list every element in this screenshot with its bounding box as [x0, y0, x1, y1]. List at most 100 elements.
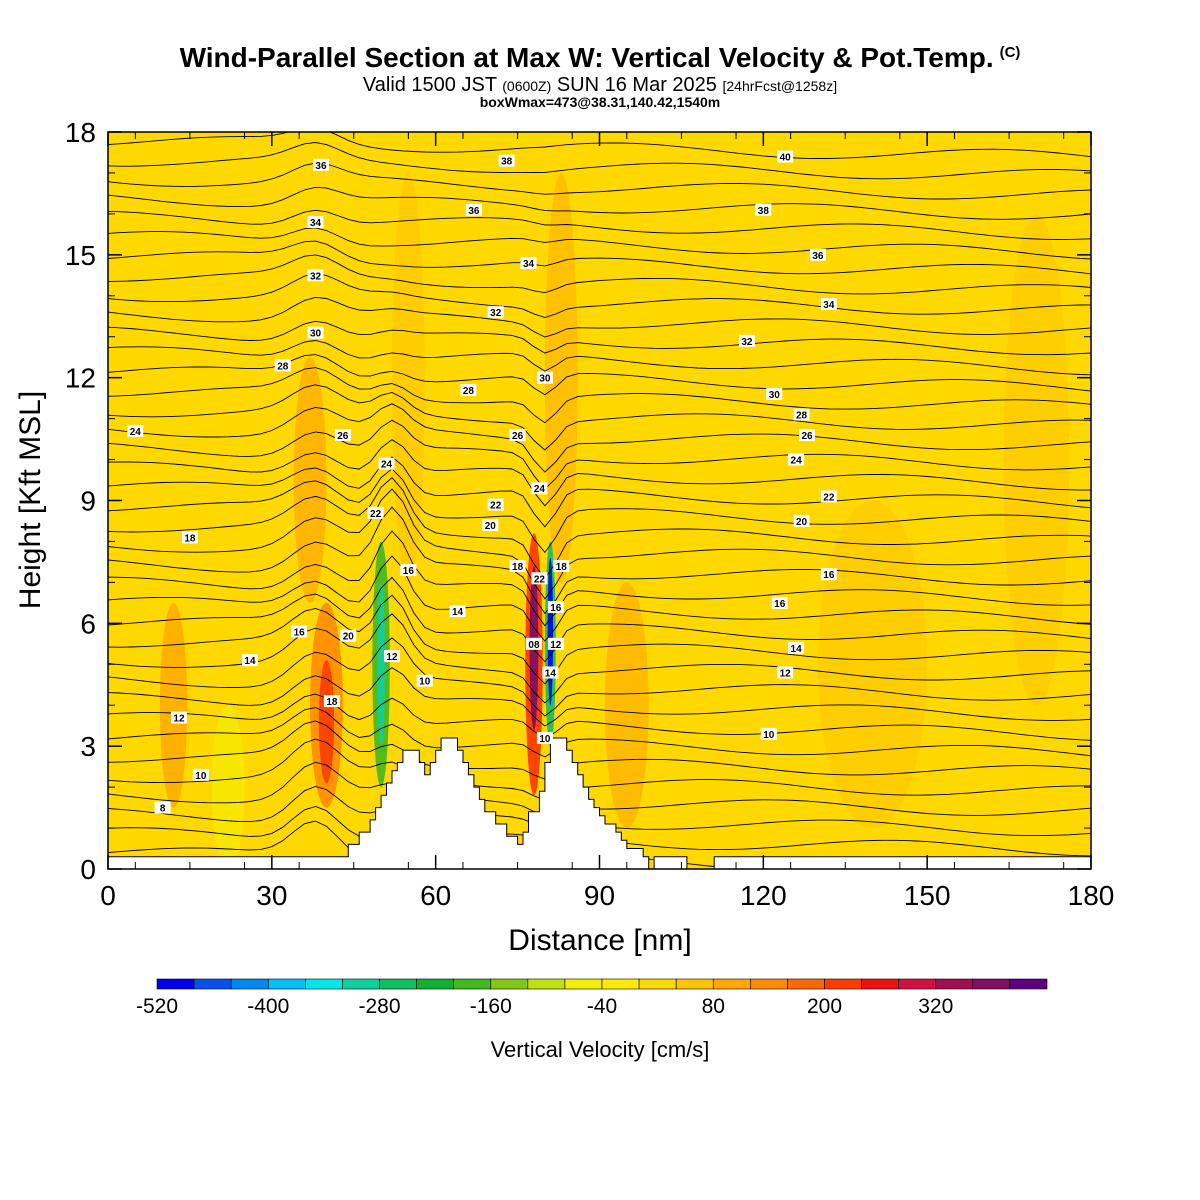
svg-text:10: 10 — [763, 730, 775, 741]
svg-text:12: 12 — [173, 714, 185, 725]
svg-text:34: 34 — [823, 300, 835, 311]
colorbar-swatch — [267, 978, 306, 990]
y-axis-label: Height [Kft MSL] — [14, 391, 47, 609]
contour-label: 08 — [525, 637, 542, 651]
svg-text:12: 12 — [386, 652, 398, 663]
colorbar-swatch — [638, 978, 677, 990]
contour-label: 24 — [531, 482, 548, 495]
colorbar-swatch — [193, 978, 232, 990]
svg-text:22: 22 — [490, 501, 502, 512]
svg-text:20: 20 — [485, 521, 497, 532]
vertical-velocity-field — [108, 132, 1091, 869]
svg-text:10: 10 — [539, 734, 551, 745]
x-tick-label: 150 — [904, 880, 951, 911]
svg-text:20: 20 — [796, 517, 808, 528]
svg-text:32: 32 — [490, 308, 502, 319]
contour-label: 18 — [323, 695, 340, 708]
chart-subtitle: Valid 1500 JST (0600Z) SUN 16 Mar 2025 [… — [362, 74, 838, 96]
colorbar-swatch — [305, 978, 343, 990]
colorbar-swatch — [490, 978, 529, 990]
svg-text:10: 10 — [419, 677, 431, 688]
colorbar-tick-label: 320 — [918, 995, 953, 1018]
colorbar-tick-label: -40 — [587, 995, 617, 1018]
svg-text:26: 26 — [801, 431, 813, 442]
contour-label: 16 — [291, 625, 308, 639]
svg-text:16: 16 — [403, 566, 415, 577]
svg-text:22: 22 — [370, 509, 382, 520]
svg-text:28: 28 — [463, 386, 475, 397]
x-tick-label: 60 — [420, 880, 451, 911]
contour-label: 10 — [760, 727, 777, 741]
svg-text:18: 18 — [556, 562, 568, 573]
contour-label: 18 — [553, 560, 570, 573]
contour-label: 12 — [777, 666, 794, 679]
terrain — [108, 737, 1091, 869]
contour-label: 26 — [509, 428, 526, 442]
svg-text:26: 26 — [337, 431, 349, 442]
contour-label: 32 — [307, 269, 324, 282]
contour-label: 28 — [274, 359, 291, 372]
contour-labels: 8 10 12 14 16 18 20 22 24 26 28 30 32 34 36 24 18 16 12 10 1… — [127, 150, 837, 815]
contour-label: 38 — [498, 154, 515, 168]
svg-text:16: 16 — [294, 628, 306, 639]
colorbar-swatch — [601, 978, 640, 990]
svg-text:12: 12 — [550, 640, 562, 651]
colorbar-swatch — [230, 978, 269, 990]
contour-label: 16 — [547, 600, 564, 614]
svg-text:26: 26 — [512, 431, 524, 442]
copyright-mark: (C) — [999, 43, 1021, 61]
contour-label: 10 — [192, 768, 209, 782]
svg-text:12: 12 — [780, 668, 792, 679]
boxwmax-annotation: boxWmax=473@38.31,140.42,1540m — [479, 94, 721, 110]
colorbar-label: Vertical Velocity [cm/s] — [491, 1037, 710, 1062]
contour-label: 36 — [809, 248, 826, 262]
contour-label: 30 — [307, 326, 324, 340]
contour-label: 24 — [127, 424, 144, 438]
colorbar-swatch — [898, 978, 937, 990]
contour-label: 22 — [487, 498, 504, 512]
colorbar-swatch — [527, 978, 566, 990]
colorbar-tick-label: -520 — [136, 995, 178, 1018]
contour-label: 16 — [400, 564, 417, 577]
contour-label: 22 — [820, 490, 837, 503]
colorbar-tick-label: -280 — [358, 995, 400, 1018]
contour-label: 34 — [520, 257, 537, 270]
contour-label: 20 — [340, 629, 357, 643]
svg-text:22: 22 — [534, 574, 546, 585]
colorbar-swatch — [342, 978, 380, 990]
svg-text:32: 32 — [741, 337, 753, 348]
svg-text:36: 36 — [468, 206, 480, 217]
contour-label: 36 — [465, 203, 482, 217]
contour-label: 34 — [307, 216, 324, 229]
svg-text:18: 18 — [326, 697, 338, 708]
contour-label: 24 — [788, 453, 805, 467]
contour-label: 10 — [536, 731, 553, 745]
svg-text:08: 08 — [528, 640, 540, 651]
svg-text:38: 38 — [501, 157, 513, 168]
contour-label: 14 — [241, 654, 258, 667]
svg-text:14: 14 — [791, 644, 803, 655]
svg-text:18: 18 — [184, 533, 196, 544]
svg-text:30: 30 — [539, 374, 551, 385]
svg-text:34: 34 — [310, 218, 322, 229]
contour-label: 40 — [777, 150, 794, 164]
contour-label: 14 — [449, 605, 466, 618]
colorbar-swatch — [379, 978, 417, 990]
x-tick-label: 0 — [100, 880, 116, 911]
colorbar-swatch — [1009, 978, 1048, 990]
contour-label: 12 — [383, 650, 400, 663]
contour-label: 30 — [536, 371, 553, 385]
contour-label: 26 — [334, 428, 351, 442]
colorbar-swatch — [861, 978, 899, 990]
contour-label: 36 — [312, 158, 329, 172]
colorbar-swatch — [416, 978, 454, 990]
chart-title: Wind-Parallel Section at Max W: Vertical… — [179, 42, 1021, 73]
svg-text:40: 40 — [780, 153, 792, 164]
contour-label: 22 — [531, 572, 548, 585]
contour-label: 20 — [482, 519, 499, 532]
x-tick-label: 180 — [1068, 880, 1115, 911]
contour-label: 22 — [367, 506, 384, 520]
y-tick-label: 6 — [80, 608, 96, 639]
